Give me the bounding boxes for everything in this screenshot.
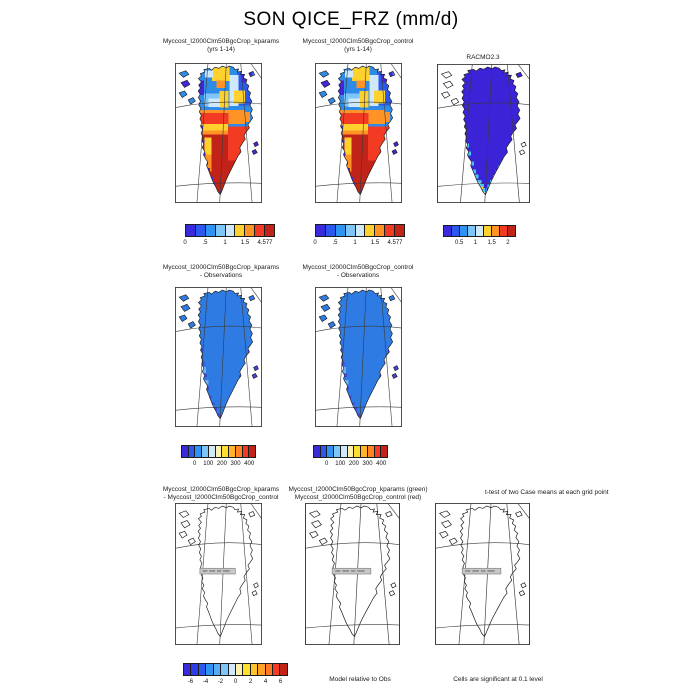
map-kparams-minus-obs (175, 287, 262, 427)
colorbar-tick-label: 0 (183, 240, 187, 246)
colorbar-tick-label: -2 (217, 679, 224, 685)
colorbar-tick-label: 0 (233, 679, 238, 685)
main-title: SON QICE_FRZ (mm/d) (243, 9, 459, 30)
map-racmo (437, 64, 530, 203)
control-minus-obs-data-fill (319, 289, 399, 419)
colorbar-son-kparams: 0 .5 1 1.5 4.577 (183, 224, 276, 246)
colorbar-tick-label: 200 (216, 461, 227, 467)
row3-panel1-title-line1: Myccost_I2000Clm50BgcCrop_kparams (162, 486, 280, 493)
row1-panel1-title-line1: Myccost_I2000Clm50BgcCrop_kparams (162, 38, 280, 45)
row2-panel2-title-line1: Myccost_I2000Clm50BgcCrop_control (302, 264, 414, 271)
colorbar-tick-label: 400 (376, 461, 387, 467)
colorbar-tick-label: 0 (313, 240, 317, 246)
colorbar-tick-label: .5 (332, 240, 338, 246)
row3-panel1-title: Myccost_I2000Clm50BgcCrop_kparams - Mycc… (163, 486, 279, 501)
colorbar-tick-label: 200 (348, 461, 359, 467)
row2-panel1-title-line1: Myccost_I2000Clm50BgcCrop_kparams (162, 264, 280, 271)
colorbar-tick-label: 1.5 (370, 240, 380, 246)
colorbar-segments (313, 445, 389, 458)
map-son-control (315, 63, 402, 203)
son-control-data-fill (319, 65, 399, 195)
colorbar-control-minus-obs: 0 100 200 300 400 (313, 445, 389, 467)
significance-label-box (331, 567, 372, 575)
map-ttest (435, 503, 530, 645)
colorbar-tick-label: 0 (192, 461, 197, 467)
row1-panel2-title-line2: (yrs 1-14) (344, 45, 372, 53)
row1-panel2-title: Myccost_I2000Clm50BgcCrop_control (yrs 1… (303, 38, 414, 53)
colorbar-tick-label: 1.5 (487, 240, 496, 246)
map-kparams-minus-control (175, 503, 262, 645)
colorbar-son-control: 0 .5 1 1.5 4.577 (313, 224, 406, 246)
row2-panel1-title-line2: - Observations (199, 271, 243, 279)
colorbar-segment (248, 445, 257, 458)
colorbar-tick-label: -6 (187, 679, 194, 685)
colorbar-racmo: 0.5 1 1.5 2 (443, 225, 516, 246)
row3-panel3-title: t-test of two Case means at each grid po… (485, 489, 609, 496)
row3-panel1-title-line2: - Myccost_I2000Clm50BgcCrop_control (163, 493, 279, 501)
son-kparams-data-fill (179, 65, 259, 195)
colorbar-tick-label: 4.577 (257, 240, 273, 246)
colorbar-tick-label: 4.577 (387, 240, 403, 246)
colorbar-segment (279, 663, 288, 676)
colorbar-segment (394, 224, 406, 237)
kparams-minus-obs-data-fill (179, 289, 259, 419)
row3-panel2-title: Myccost_I2000Clm50BgcCrop_kparams (green… (288, 486, 427, 501)
colorbar-segment (380, 445, 389, 458)
row1-panel2-title-line1: Myccost_I2000Clm50BgcCrop_control (302, 38, 414, 45)
colorbar-segment (507, 225, 516, 237)
row3-panel2-title-line1: Myccost_I2000Clm50BgcCrop_kparams (green… (288, 486, 428, 493)
colorbar-tick-label: 300 (362, 461, 373, 467)
colorbar-segment (264, 224, 276, 237)
colorbar-model-diff: -6 -4 -2 0 2 4 6 (183, 663, 288, 685)
colorbar-tick-label: 2 (248, 679, 253, 685)
colorbar-tick-label: 100 (203, 461, 214, 467)
colorbar-tick-label: 1 (473, 240, 478, 246)
row1-panel1-title: Myccost_I2000Clm50BgcCrop_kparams (yrs 1… (163, 38, 279, 53)
colorbar-tick-label: .5 (202, 240, 208, 246)
colorbar-tick-label: 6 (278, 679, 283, 685)
colorbar-tick-label: 0 (324, 461, 329, 467)
colorbar-tick-label: 1.5 (240, 240, 250, 246)
colorbar-tick-label: -4 (202, 679, 209, 685)
colorbar-segments (185, 224, 276, 237)
colorbar-tick-label: 2 (506, 240, 510, 246)
row2-panel2-title-line2: - Observations (336, 271, 380, 279)
colorbar-tick-label: 1 (223, 240, 227, 246)
colorbar-segments (443, 225, 516, 237)
row3-panel2-title-line2: Myccost_I2000Clm50BgcCrop_control (red) (294, 493, 422, 501)
colorbar-segments (181, 445, 257, 458)
racmo-data-fill (441, 66, 527, 195)
significance-note: Cells are significant at 0.1 level (453, 676, 543, 683)
colorbar-segments (183, 663, 288, 676)
colorbar-tick-label: 1 (353, 240, 357, 246)
colorbar-tick-label: 0.5 (455, 240, 464, 246)
significance-label-box (199, 567, 236, 575)
row1-panel1-title-line2: (yrs 1-14) (207, 45, 235, 53)
colorbar-kparams-minus-obs: 0 100 200 300 400 (181, 445, 257, 467)
colorbar-tick-label: 4 (263, 679, 268, 685)
map-control-minus-obs (315, 287, 402, 427)
map-son-kparams (175, 63, 262, 203)
map-kparams-vs-control-overlay (305, 503, 400, 645)
significance-label-box (461, 567, 502, 575)
colorbar-tick-label: 300 (230, 461, 241, 467)
model-relative-note: Model relative to Obs (329, 676, 391, 683)
row2-panel1-title: Myccost_I2000Clm50BgcCrop_kparams - Obse… (163, 264, 279, 279)
colorbar-tick-label: 400 (244, 461, 255, 467)
colorbar-segments (315, 224, 406, 237)
colorbar-tick-label: 100 (335, 461, 346, 467)
row2-panel2-title: Myccost_I2000Clm50BgcCrop_control - Obse… (303, 264, 414, 279)
row1-panel3-title: RACMO2.3 (466, 54, 500, 61)
